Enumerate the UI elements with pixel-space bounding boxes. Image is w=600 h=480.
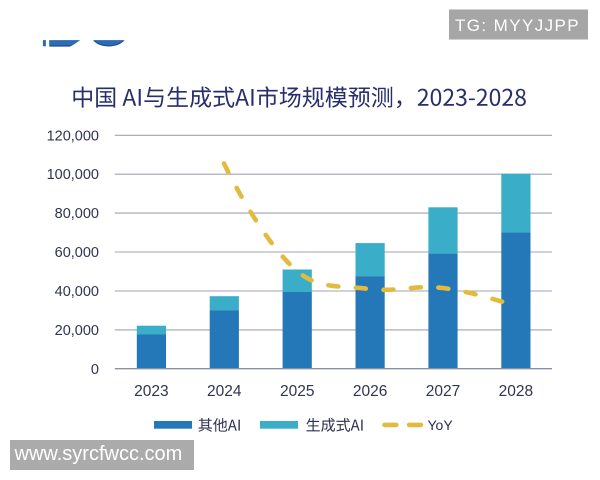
svg-text:120,000: 120,000: [47, 128, 99, 144]
svg-text:40,000: 40,000: [55, 284, 99, 300]
svg-text:2024: 2024: [207, 383, 242, 400]
svg-text:YoY: YoY: [428, 417, 454, 433]
svg-text:20,000: 20,000: [55, 323, 99, 339]
svg-text:2026: 2026: [353, 383, 387, 400]
svg-text:2023: 2023: [134, 383, 168, 400]
svg-text:www.syrcfwcc.com: www.syrcfwcc.com: [14, 443, 183, 465]
svg-text:60,000: 60,000: [55, 245, 99, 261]
svg-text:100,000: 100,000: [47, 167, 99, 183]
svg-text:2028: 2028: [499, 383, 533, 400]
svg-text:2025: 2025: [280, 383, 314, 400]
svg-text:2027: 2027: [426, 383, 460, 400]
svg-text:TG: MYYJJPP: TG: MYYJJPP: [455, 16, 580, 35]
svg-text:80,000: 80,000: [55, 206, 99, 222]
svg-text:0: 0: [91, 362, 99, 378]
